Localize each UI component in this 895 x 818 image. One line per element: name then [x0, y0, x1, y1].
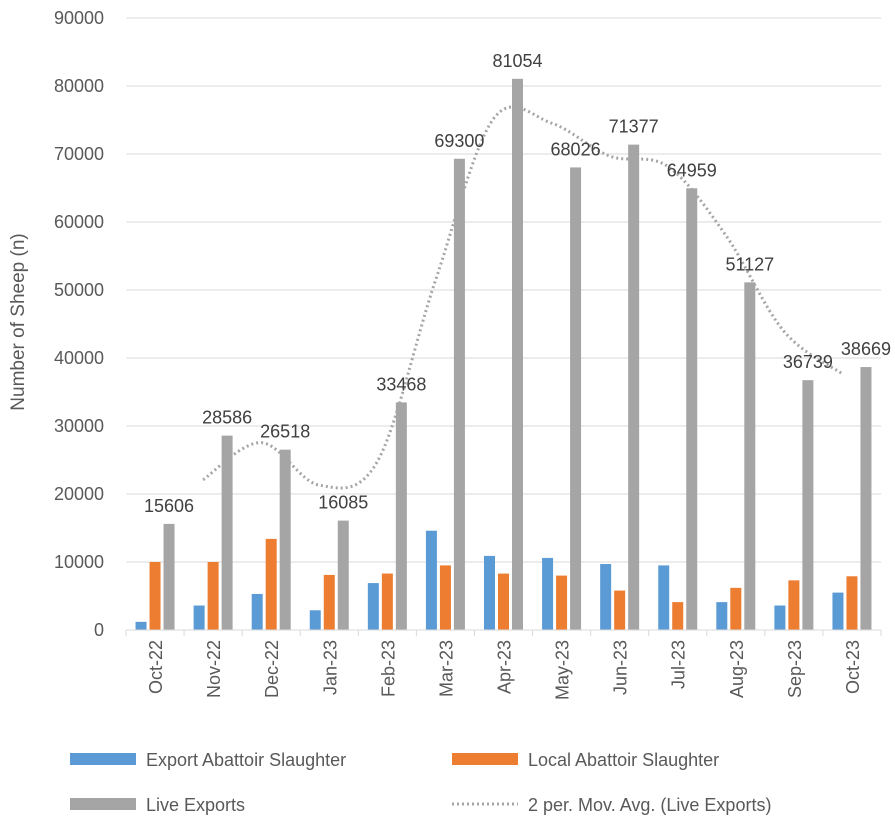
bar-export-abattoir-slaughter-Nov-22: [193, 605, 205, 630]
legend-label-moving-average: 2 per. Mov. Avg. (Live Exports): [528, 795, 771, 815]
x-tick-label-Jun-23: Jun-23: [611, 640, 631, 695]
data-label-Apr-23: 81054: [492, 51, 542, 71]
legend-item-live-exports: Live Exports: [70, 795, 245, 815]
bar-local-abattoir-slaughter-Oct-23: [846, 576, 858, 630]
bar-live-exports-Jan-23: [337, 520, 349, 630]
legend-swatch-live-exports: [70, 798, 136, 810]
bar-export-abattoir-slaughter-May-23: [542, 557, 554, 630]
y-tick-label-70000: 70000: [54, 144, 104, 164]
y-tick-label-60000: 60000: [54, 212, 104, 232]
bar-local-abattoir-slaughter-Dec-22: [265, 538, 277, 630]
bar-live-exports-Jul-23: [686, 188, 698, 630]
bar-live-exports-Nov-22: [221, 435, 233, 630]
bar-local-abattoir-slaughter-Feb-23: [381, 573, 393, 630]
bar-export-abattoir-slaughter-Jun-23: [600, 564, 612, 630]
data-label-Nov-22: 28586: [202, 408, 252, 428]
x-tick-label-Sep-23: Sep-23: [785, 640, 805, 698]
legend: Export Abattoir Slaughter Local Abattoir…: [70, 750, 771, 815]
data-label-Jul-23: 64959: [667, 160, 717, 180]
bar-live-exports-Oct-23: [860, 367, 872, 630]
legend-swatch-local-abattoir: [452, 753, 518, 765]
bar-local-abattoir-slaughter-Mar-23: [439, 565, 451, 630]
y-tick-label-10000: 10000: [54, 552, 104, 572]
bar-export-abattoir-slaughter-Jan-23: [309, 610, 321, 630]
x-tick-label-Nov-22: Nov-22: [204, 640, 224, 698]
data-label-Oct-23: 38669: [841, 339, 891, 359]
data-label-Sep-23: 36739: [783, 352, 833, 372]
bar-live-exports-Oct-22: [163, 523, 175, 630]
bar-local-abattoir-slaughter-Jul-23: [672, 602, 684, 630]
moving-average-path: [202, 105, 843, 490]
bar-local-abattoir-slaughter-Jan-23: [323, 574, 335, 630]
bar-local-abattoir-slaughter-Apr-23: [498, 573, 509, 630]
y-tick-label-0: 0: [94, 620, 104, 640]
bar-local-abattoir-slaughter-May-23: [556, 575, 568, 630]
data-label-Mar-23: 69300: [434, 131, 484, 151]
y-tick-label-30000: 30000: [54, 416, 104, 436]
x-tick-label-Dec-22: Dec-22: [262, 640, 282, 698]
bar-local-abattoir-slaughter-Nov-22: [207, 562, 219, 630]
data-labels: 15606 28586 26518 16085 33468 69300 81054 68026…: [144, 51, 891, 516]
y-tick-label-90000: 90000: [54, 8, 104, 28]
x-tick-label-Jul-23: Jul-23: [669, 640, 689, 689]
y-tick-label-80000: 80000: [54, 76, 104, 96]
x-tick-label-Mar-23: Mar-23: [436, 640, 456, 697]
bar-live-exports-Feb-23: [395, 402, 407, 630]
x-tick-label-Feb-23: Feb-23: [378, 640, 398, 697]
legend-label-local-abattoir: Local Abattoir Slaughter: [528, 750, 719, 770]
data-label-Dec-22: 26518: [260, 422, 310, 442]
legend-item-local-abattoir: Local Abattoir Slaughter: [452, 750, 719, 770]
x-tick-label-Aug-23: Aug-23: [727, 640, 747, 698]
data-label-Jan-23: 16085: [318, 493, 368, 513]
bar-export-abattoir-slaughter-Apr-23: [484, 555, 495, 630]
bar-local-abattoir-slaughter-Sep-23: [788, 580, 800, 630]
data-label-May-23: 68026: [551, 139, 601, 159]
legend-label-live-exports: Live Exports: [146, 795, 245, 815]
y-axis: 0 10000 20000 30000 40000 50000 60000 70000 8000…: [54, 8, 104, 640]
data-label-Aug-23: 51127: [725, 254, 774, 274]
bar-local-abattoir-slaughter-Aug-23: [730, 587, 742, 630]
legend-item-export-abattoir: Export Abattoir Slaughter: [70, 750, 346, 770]
data-label-Jun-23: 71377: [609, 117, 659, 137]
x-tick-label-Apr-23: Apr-23: [495, 640, 515, 694]
moving-average-line: [202, 105, 843, 490]
bar-live-exports-Dec-22: [279, 449, 291, 630]
y-axis-title: Number of Sheep (n): [8, 233, 29, 410]
bar-export-abattoir-slaughter-Feb-23: [367, 583, 379, 630]
bar-live-exports-Mar-23: [453, 158, 465, 630]
y-tick-label-50000: 50000: [54, 280, 104, 300]
bar-export-abattoir-slaughter-Jul-23: [658, 565, 670, 630]
bar-export-abattoir-slaughter-Sep-23: [774, 605, 786, 630]
y-tick-label-40000: 40000: [54, 348, 104, 368]
bar-export-abattoir-slaughter-Oct-22: [135, 621, 147, 630]
x-tick-label-Jan-23: Jan-23: [320, 640, 340, 695]
bar-live-exports-Aug-23: [744, 282, 756, 630]
bar-live-exports-Apr-23: [512, 78, 523, 630]
gridlines: [126, 17, 881, 563]
data-label-Oct-22: 15606: [144, 496, 194, 516]
bar-local-abattoir-slaughter-Oct-22: [149, 562, 161, 630]
bar-export-abattoir-slaughter-Oct-23: [832, 592, 844, 630]
data-label-Feb-23: 33468: [376, 374, 426, 394]
bar-live-exports-Jun-23: [628, 144, 640, 630]
bar-export-abattoir-slaughter-Mar-23: [425, 530, 437, 630]
bars: [135, 78, 872, 630]
bar-live-exports-May-23: [570, 167, 582, 630]
y-tick-label-20000: 20000: [54, 484, 104, 504]
x-axis: Oct-22 Nov-22 Dec-22 Jan-23 Feb-23 Mar-23 Apr-…: [125, 630, 882, 700]
bar-live-exports-Sep-23: [802, 380, 814, 630]
x-tick-label-Oct-22: Oct-22: [146, 640, 166, 694]
legend-item-moving-average: 2 per. Mov. Avg. (Live Exports): [452, 795, 771, 815]
bar-export-abattoir-slaughter-Dec-22: [251, 593, 263, 630]
legend-label-export-abattoir: Export Abattoir Slaughter: [146, 750, 346, 770]
bar-local-abattoir-slaughter-Jun-23: [614, 590, 626, 630]
bar-export-abattoir-slaughter-Aug-23: [716, 602, 728, 630]
legend-swatch-export-abattoir: [70, 753, 136, 765]
x-tick-label-May-23: May-23: [553, 640, 573, 700]
x-tick-label-Oct-23: Oct-23: [843, 640, 863, 694]
